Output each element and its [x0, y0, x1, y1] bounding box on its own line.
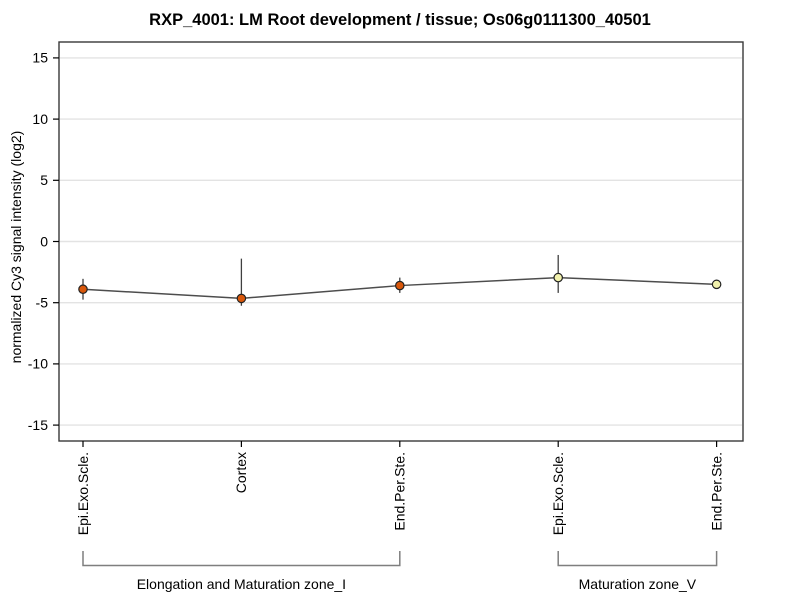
group-bracket	[557, 551, 718, 567]
group-bracket	[82, 551, 401, 567]
y-tick-label: 0	[40, 233, 48, 249]
data-point	[711, 279, 722, 290]
y-tick-label: -10	[28, 356, 48, 372]
data-point	[78, 284, 88, 295]
y-tick-label: 10	[32, 111, 48, 127]
x-tick-label: End.Per.Ste.	[708, 452, 724, 531]
y-tick-label: 15	[32, 50, 48, 66]
chart-title: RXP_4001: LM Root development / tissue; …	[149, 11, 651, 29]
x-tick-label: Epi.Exo.Scle.	[75, 452, 91, 535]
x-tick-label: Cortex	[233, 452, 249, 493]
y-tick-label: -5	[36, 294, 49, 310]
y-tick-label: -15	[28, 417, 48, 433]
data-point	[394, 280, 405, 291]
group-label: Elongation and Maturation zone_I	[137, 576, 346, 592]
data-point	[553, 272, 563, 283]
x-tick-label: End.Per.Ste.	[392, 452, 408, 531]
x-tick-label: Epi.Exo.Scle.	[550, 452, 566, 535]
y-tick-label: 5	[40, 172, 48, 188]
data-point	[236, 293, 247, 304]
group-label: Maturation zone_V	[579, 576, 697, 592]
